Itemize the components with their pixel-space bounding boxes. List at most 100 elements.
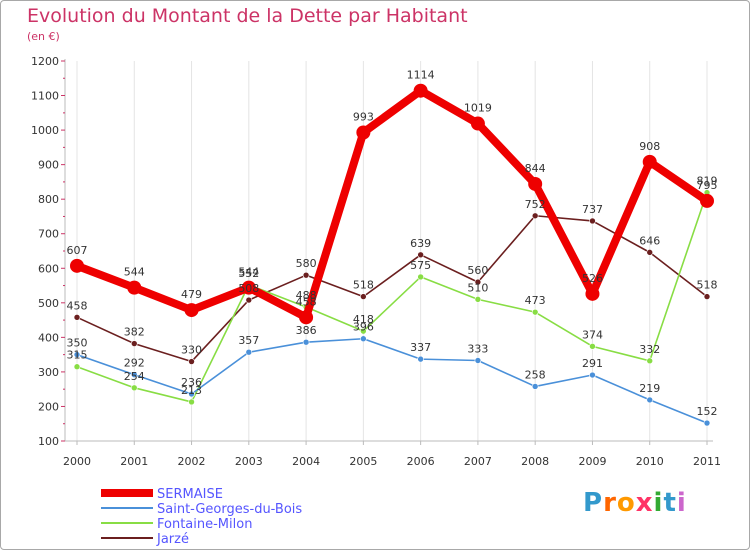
point-saint-georges-du-bois-2001 [130, 371, 138, 378]
legend-label-fontaine-milon: Fontaine-Milon [157, 517, 252, 532]
point-fontaine-milon-2007 [474, 296, 482, 303]
chart-axes: 100 200 300 400 500 600 700 800 900 1000 1100 1200 2… [31, 55, 721, 468]
data-label-saint-georges-du-bois-2005: 396 [353, 321, 374, 334]
point-sermaise-2007 [470, 116, 485, 131]
point-fontaine-milon-2008 [531, 308, 539, 316]
data-label-saint-georges-du-bois-2003: 357 [238, 334, 259, 347]
point-jarz--2008 [531, 212, 539, 220]
point-sermaise-2001 [127, 280, 142, 295]
point-sermaise-2010 [642, 154, 657, 169]
y-tick-label-200: 200 [38, 400, 59, 413]
y-tick-label-400: 400 [38, 331, 59, 344]
series-line-sermaise [73, 86, 711, 322]
x-tick-label-2007: 2007 [464, 455, 492, 468]
data-label-sermaise-2004: 458 [296, 295, 317, 308]
data-label-sermaise-2002: 479 [181, 288, 202, 301]
y-tick-label-700: 700 [38, 228, 59, 241]
data-label-fontaine-milon-2005: 418 [353, 313, 374, 326]
point-fontaine-milon-2009 [589, 343, 596, 350]
point-sermaise-2005 [356, 125, 371, 140]
y-tick-label-1000: 1000 [31, 124, 59, 137]
data-label-fontaine-milon-2009: 374 [582, 328, 603, 341]
data-label-saint-georges-du-bois-2002: 236 [181, 376, 202, 389]
data-label-saint-georges-du-bois-2001: 292 [124, 357, 145, 370]
x-tick-label-2011: 2011 [693, 455, 721, 468]
point-fontaine-milon-2010 [646, 357, 654, 365]
point-jarz--2002 [188, 358, 195, 365]
data-label-sermaise-2000: 607 [67, 244, 88, 257]
point-jarz--2010 [646, 249, 654, 256]
data-label-sermaise-2007: 1019 [464, 102, 492, 115]
data-label-jarz--2011: 518 [697, 279, 718, 292]
data-label-fontaine-milon-2008: 473 [525, 294, 546, 307]
logo-letter: r [603, 488, 617, 518]
legend-label-jarz-: Jarzé [156, 532, 189, 547]
y-tick-label-1100: 1100 [31, 90, 59, 103]
data-label-sermaise-2003: 544 [238, 266, 259, 279]
data-label-saint-georges-du-bois-2006: 337 [410, 341, 431, 354]
data-label-jarz--2003: 508 [238, 282, 259, 295]
y-tick-label-500: 500 [38, 297, 59, 310]
chart-subtitle: (en €) [27, 30, 60, 43]
point-sermaise-2011 [700, 193, 714, 208]
data-label-sermaise-2011: 795 [697, 179, 718, 192]
x-tick-label-2005: 2005 [349, 455, 377, 468]
point-jarz--2005 [360, 293, 367, 300]
x-tick-label-2010: 2010 [636, 455, 664, 468]
point-sermaise-2008 [528, 176, 543, 191]
y-tick-label-100: 100 [38, 435, 59, 448]
point-fontaine-milon-2006 [417, 273, 424, 281]
legend-label-saint-georges-du-bois: Saint-Georges-du-Bois [157, 502, 302, 517]
y-tick-label-600: 600 [38, 262, 59, 275]
point-saint-georges-du-bois-2008 [531, 383, 539, 390]
point-sermaise-2003 [241, 280, 256, 295]
point-saint-georges-du-bois-2000 [73, 351, 81, 358]
point-fontaine-milon-2001 [130, 384, 138, 392]
data-labels-layer: 458 382 330 508 580 518 639 560 752 737 646 518 315 2… [67, 69, 718, 418]
point-fontaine-milon-2000 [73, 363, 81, 371]
point-saint-georges-du-bois-2004 [302, 338, 310, 346]
logo-letter: x [635, 488, 654, 518]
data-label-jarz--2006: 639 [410, 237, 431, 250]
y-tick-label-300: 300 [38, 366, 59, 379]
proxiti-logo: Proxiti [583, 488, 687, 518]
point-sermaise-2002 [184, 303, 199, 318]
data-label-fontaine-milon-2001: 254 [124, 370, 145, 383]
data-label-saint-georges-du-bois-2009: 291 [582, 357, 603, 370]
series-line-fontaine-milon [76, 191, 708, 403]
data-label-fontaine-milon-2003: 552 [238, 267, 259, 280]
point-jarz--2011 [703, 293, 711, 300]
x-tick-label-2009: 2009 [578, 455, 606, 468]
logo-letter: i [676, 488, 687, 518]
point-saint-georges-du-bois-2009 [589, 371, 596, 379]
x-tick-label-2008: 2008 [521, 455, 549, 468]
point-saint-georges-du-bois-2006 [417, 355, 424, 363]
data-label-jarz--2000: 458 [67, 299, 88, 312]
data-label-jarz--2005: 518 [353, 279, 374, 292]
point-jarz--2001 [130, 340, 138, 347]
data-label-jarz--2007: 560 [467, 264, 488, 277]
data-label-sermaise-2006: 1114 [407, 69, 435, 82]
data-label-sermaise-2010: 908 [639, 140, 660, 153]
point-jarz--2009 [589, 217, 596, 225]
point-sermaise-2000 [70, 258, 84, 273]
point-saint-georges-du-bois-2011 [703, 419, 711, 427]
x-tick-label-2004: 2004 [292, 455, 320, 468]
data-label-sermaise-2009: 526 [582, 272, 603, 285]
data-label-jarz--2001: 382 [124, 326, 145, 339]
data-label-sermaise-2001: 544 [124, 266, 145, 279]
x-tick-label-2002: 2002 [178, 455, 206, 468]
series-layer [70, 83, 714, 427]
point-saint-georges-du-bois-2002 [188, 390, 195, 398]
data-label-fontaine-milon-2000: 315 [67, 349, 88, 362]
y-tick-label-900: 900 [38, 159, 59, 172]
point-jarz--2003 [245, 296, 253, 304]
data-label-saint-georges-du-bois-2000: 350 [67, 337, 88, 350]
x-tick-label-2006: 2006 [407, 455, 435, 468]
data-label-saint-georges-du-bois-2011: 152 [697, 405, 718, 418]
data-label-jarz--2010: 646 [639, 234, 660, 247]
point-jarz--2000 [73, 314, 81, 321]
point-sermaise-2009 [585, 286, 600, 301]
y-tick-label-800: 800 [38, 193, 59, 206]
point-saint-georges-du-bois-2010 [646, 396, 654, 404]
